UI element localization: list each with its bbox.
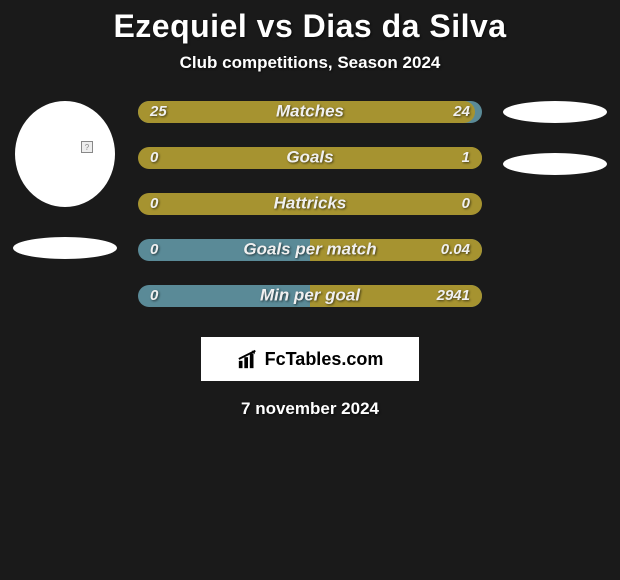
brand-box: FcTables.com [201, 337, 419, 381]
content-row: ? Matches2524 Goals01 Hattricks00 Goals per… [0, 101, 620, 307]
player-right-column [500, 101, 610, 175]
stat-bars: Matches2524 Goals01 Hattricks00 Goals per m… [138, 101, 482, 307]
bars-chart-icon [237, 348, 259, 370]
player-left-column: ? [10, 101, 120, 259]
bar-right-bg [310, 147, 482, 169]
stat-bar: Hattricks00 [138, 193, 482, 215]
stat-bar: Min per goal02941 [138, 285, 482, 307]
image-placeholder-icon: ? [81, 141, 93, 153]
stat-bar: Goals01 [138, 147, 482, 169]
bar-left-fill [138, 101, 310, 123]
bar-right-bg [310, 101, 482, 123]
player-right-shadow-1 [503, 101, 607, 123]
brand-label: FcTables.com [265, 349, 384, 370]
stat-bar: Goals per match00.04 [138, 239, 482, 261]
bar-right-fill [310, 285, 482, 307]
bar-left-bg [138, 285, 310, 307]
page-title: Ezequiel vs Dias da Silva [0, 8, 620, 45]
date-line: 7 november 2024 [0, 399, 620, 419]
bar-left-bg [138, 147, 310, 169]
stat-bar: Matches2524 [138, 101, 482, 123]
bar-left-bg [138, 193, 310, 215]
bar-right-bg [310, 193, 482, 215]
player-left-avatar: ? [15, 101, 115, 207]
bar-right-bg [310, 285, 482, 307]
bar-right-fill [310, 147, 482, 169]
bar-right-fill [310, 239, 482, 261]
page-subtitle: Club competitions, Season 2024 [0, 53, 620, 73]
comparison-infographic: Ezequiel vs Dias da Silva Club competiti… [0, 0, 620, 419]
bar-right-fill [310, 101, 475, 123]
player-left-shadow [13, 237, 117, 259]
player-right-shadow-2 [503, 153, 607, 175]
bar-left-bg [138, 239, 310, 261]
bar-left-bg [138, 101, 310, 123]
bar-right-bg [310, 239, 482, 261]
